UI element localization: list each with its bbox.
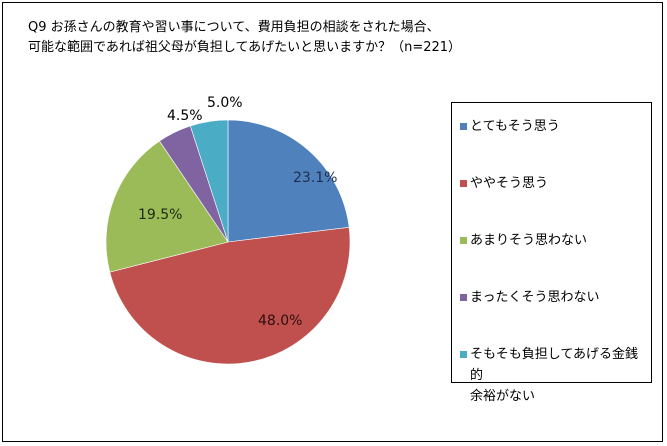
legend-label: あまりそう思わない: [470, 233, 588, 248]
chart-title-line-2: 可能な範囲であれば祖父母が負担してあげたいと思いますか？（n=221）: [28, 40, 462, 55]
legend-item-amari: あまりそう思わない: [460, 230, 650, 251]
data-label: 4.5%: [167, 108, 203, 124]
legend-label-line-2: 余裕がない: [470, 389, 536, 404]
data-label: 19.5%: [138, 207, 182, 223]
legend-swatch-red: [460, 180, 467, 187]
legend-swatch-purple: [460, 294, 467, 301]
legend-item-totemo: とてもそう思う: [460, 116, 650, 137]
slice-somosomo: [189, 119, 229, 243]
slice-yaya: [109, 226, 351, 365]
pie-labels: 23.1% 48.0% 19.5% 4.5%5.0%: [138, 95, 337, 329]
legend-label: そもそも負担してあげる金銭的 余裕がない: [470, 344, 650, 407]
data-label: 5.0%: [207, 95, 243, 111]
data-label: 48.0%: [258, 313, 302, 329]
data-label: 23.1%: [293, 170, 337, 186]
chart-frame: [2, 2, 663, 442]
chart-title: Q9 お孫さんの教育や習い事について、費用負担の相談をされた場合、 可能な範囲で…: [28, 18, 461, 58]
legend-swatch-cyan: [460, 351, 467, 358]
legend-item-somosomo: そもそも負担してあげる金銭的 余裕がない: [460, 344, 650, 407]
legend-label-line-1: そもそも負担してあげる金銭的: [470, 347, 638, 383]
slice-totemo: [227, 119, 350, 243]
chart-title-line-1: Q9 お孫さんの教育や習い事について、費用負担の相談をされた場合、: [28, 20, 440, 35]
slice-amari: [105, 140, 229, 273]
legend-item-mattaku: まったくそう思わない: [460, 287, 650, 308]
legend-label: ややそう思う: [470, 176, 549, 191]
legend: とてもそう思う ややそう思う あまりそう思わない まったくそう思わない そもそも…: [451, 102, 652, 404]
legend-label: まったくそう思わない: [470, 290, 600, 305]
legend-swatch-green: [460, 237, 467, 244]
legend-item-yaya: ややそう思う: [460, 173, 650, 194]
legend-label: とてもそう思う: [470, 119, 560, 134]
legend-swatch-blue: [460, 123, 467, 130]
pie-slices: [105, 119, 351, 365]
